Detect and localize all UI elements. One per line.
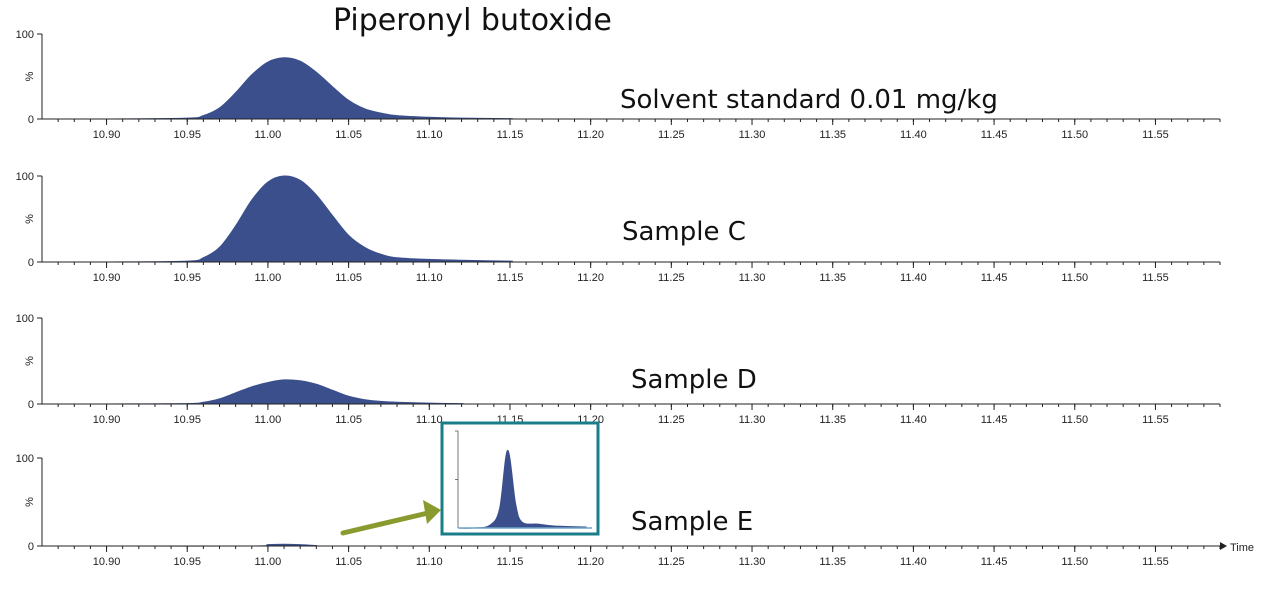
- x-tick-label: 10.90: [93, 556, 121, 568]
- x-tick-label: 11.10: [416, 556, 443, 568]
- x-tick-label: 11.00: [255, 129, 282, 141]
- chromatogram-peak: [106, 379, 1140, 405]
- x-tick-label: 11.00: [255, 414, 282, 426]
- panel-4: 100 0% 10.90 10.95 11.00 11.05 11.10 11.15 11.20…: [16, 421, 1254, 568]
- y-axis-label: %: [24, 214, 36, 224]
- x-tick-label: 11.35: [819, 414, 846, 426]
- x-axis-title: Time: [1230, 542, 1254, 554]
- y-tick-label-max: 100: [16, 171, 34, 183]
- arrow-icon: [340, 500, 441, 536]
- y-tick-label-max: 100: [16, 29, 34, 41]
- y-tick-label-min: 0: [28, 399, 34, 411]
- x-tick-label: 11.40: [900, 272, 927, 284]
- arrow-shaft: [340, 510, 431, 536]
- x-tick-label: 11.55: [1142, 414, 1169, 426]
- y-tick-label-min: 0: [28, 541, 34, 553]
- x-tick-label: 11.50: [1061, 414, 1088, 426]
- y-tick-label-max: 100: [16, 453, 34, 465]
- arrow-head: [423, 500, 441, 524]
- x-tick-label: 11.05: [335, 414, 362, 426]
- x-tick-label: 11.10: [416, 272, 443, 284]
- x-tick-label: 11.45: [981, 556, 1008, 568]
- x-tick-label: 11.35: [819, 272, 846, 284]
- x-axis-arrow-icon: [1220, 542, 1227, 550]
- x-tick-label: 11.30: [739, 272, 766, 284]
- x-tick-label: 11.30: [739, 556, 766, 568]
- x-tick-label: 10.90: [93, 414, 121, 426]
- panel-1: 100 0% 10.90 10.95 11.00 11.05 11.10 11.15 11.20…: [16, 29, 1221, 141]
- y-tick-label-min: 0: [28, 114, 34, 126]
- x-tick-label: 11.50: [1061, 556, 1088, 568]
- y-axis-label: %: [24, 497, 36, 507]
- x-tick-label: 11.05: [335, 556, 362, 568]
- x-tick-label: 11.00: [255, 556, 282, 568]
- y-tick-label-max: 100: [16, 313, 34, 325]
- x-tick-label: 11.10: [416, 414, 443, 426]
- x-tick-label: 10.95: [173, 414, 201, 426]
- x-tick-label: 11.20: [577, 272, 604, 284]
- x-tick-label: 10.95: [173, 129, 201, 141]
- x-tick-label: 11.25: [658, 556, 685, 568]
- x-tick-label: 10.95: [173, 272, 201, 284]
- y-tick-label-min: 0: [28, 257, 34, 269]
- x-tick-label: 10.95: [173, 556, 201, 568]
- x-tick-label: 11.15: [497, 272, 524, 284]
- panel-label: Sample E: [631, 507, 753, 537]
- x-tick-label: 11.00: [255, 272, 282, 284]
- x-tick-label: 11.05: [335, 129, 362, 141]
- x-tick-label: 11.35: [819, 556, 846, 568]
- x-tick-label: 11.35: [819, 129, 846, 141]
- x-tick-label: 11.15: [497, 129, 524, 141]
- x-tick-label: 11.40: [900, 556, 927, 568]
- x-tick-label: 11.25: [658, 272, 685, 284]
- y-axis-label: %: [24, 71, 36, 81]
- x-tick-label: 11.45: [981, 129, 1008, 141]
- x-tick-label: 11.15: [497, 556, 524, 568]
- x-tick-label: 11.25: [658, 129, 685, 141]
- inset-zoom: [440, 421, 600, 536]
- x-tick-label: 11.45: [981, 272, 1008, 284]
- x-tick-label: 11.30: [739, 129, 766, 141]
- x-tick-label: 11.25: [658, 414, 685, 426]
- x-tick-label: 11.10: [416, 129, 443, 141]
- x-tick-label: 11.55: [1142, 556, 1169, 568]
- x-tick-label: 11.20: [577, 556, 604, 568]
- inset-frame: [440, 421, 600, 536]
- panel-label: Solvent standard 0.01 mg/kg: [620, 85, 998, 115]
- chart-title: Piperonyl butoxide: [333, 3, 612, 38]
- x-tick-label: 11.55: [1142, 272, 1169, 284]
- x-tick-label: 10.90: [93, 272, 121, 284]
- x-tick-label: 11.55: [1142, 129, 1169, 141]
- x-tick-label: 11.30: [739, 414, 766, 426]
- x-tick-label: 11.20: [577, 129, 604, 141]
- x-tick-label: 10.90: [93, 129, 121, 141]
- x-tick-label: 11.50: [1061, 129, 1088, 141]
- x-tick-label: 11.40: [900, 414, 927, 426]
- x-tick-label: 11.40: [900, 129, 927, 141]
- y-axis-label: %: [24, 356, 36, 366]
- panel-label: Sample C: [622, 217, 746, 247]
- x-tick-label: 11.50: [1061, 272, 1088, 284]
- panel-label: Sample D: [631, 365, 757, 395]
- panel-2: 100 0% 10.90 10.95 11.00 11.05 11.10 11.15 11.20…: [16, 171, 1221, 284]
- x-tick-label: 11.45: [981, 414, 1008, 426]
- x-tick-label: 11.05: [335, 272, 362, 284]
- panels: 100 0% 10.90 10.95 11.00 11.05 11.10 11.15 11.20…: [16, 29, 1254, 568]
